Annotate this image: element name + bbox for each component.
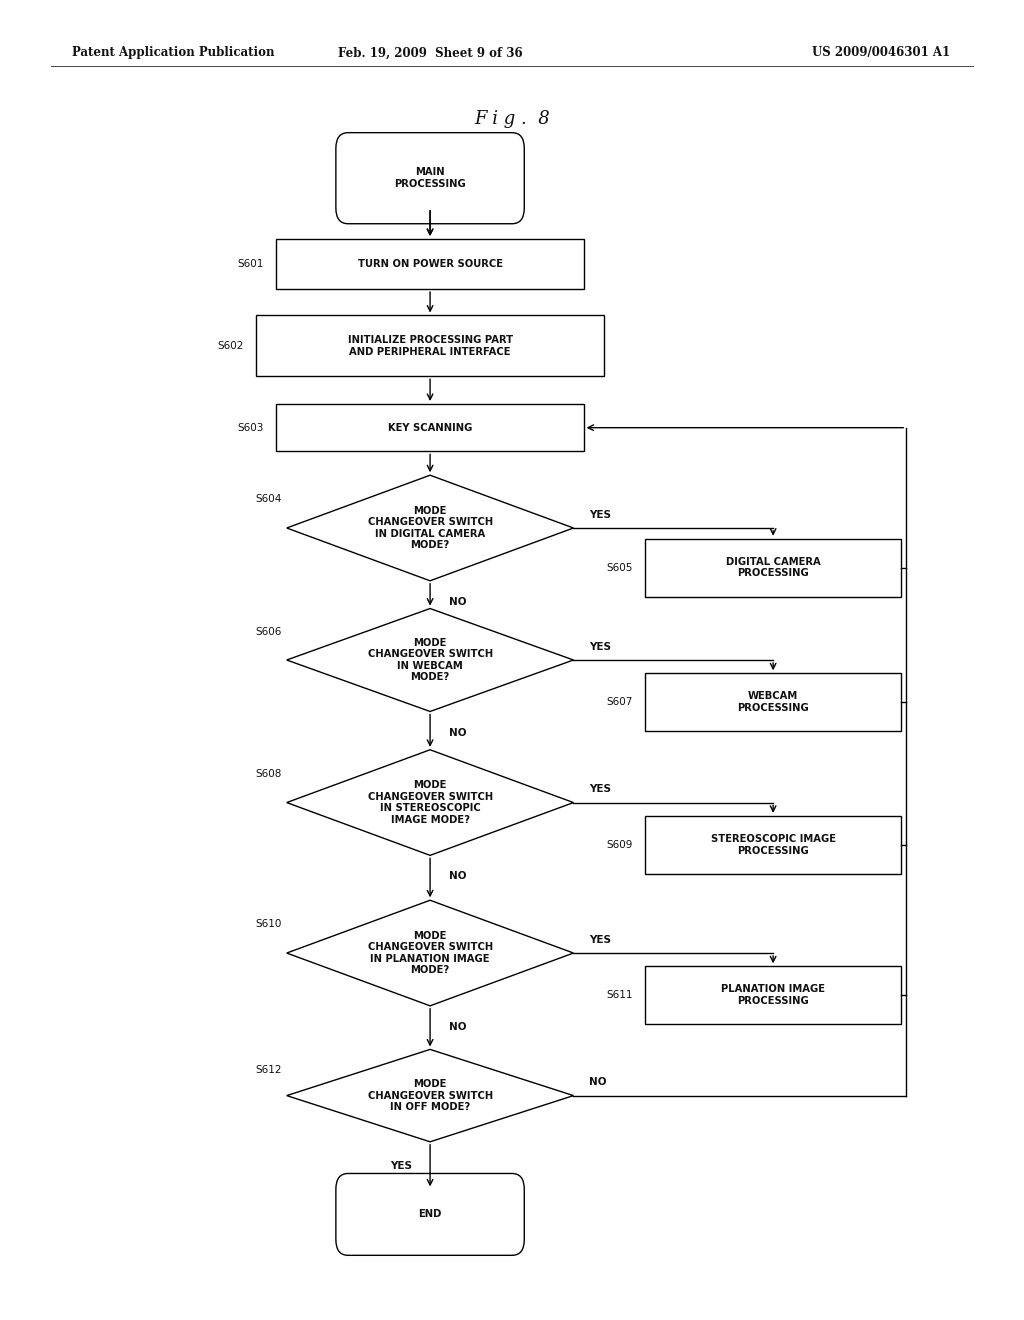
Text: YES: YES [589, 642, 610, 652]
Polygon shape [287, 750, 573, 855]
Polygon shape [287, 475, 573, 581]
Text: NO: NO [589, 1077, 606, 1088]
Text: YES: YES [589, 784, 610, 795]
Text: YES: YES [390, 1160, 412, 1171]
FancyBboxPatch shape [276, 239, 584, 289]
Text: MODE
CHANGEOVER SWITCH
IN PLANATION IMAGE
MODE?: MODE CHANGEOVER SWITCH IN PLANATION IMAG… [368, 931, 493, 975]
Text: S610: S610 [255, 919, 282, 929]
Text: S603: S603 [238, 422, 264, 433]
Text: STEREOSCOPIC IMAGE
PROCESSING: STEREOSCOPIC IMAGE PROCESSING [711, 834, 836, 855]
Text: KEY SCANNING: KEY SCANNING [388, 422, 472, 433]
Text: TURN ON POWER SOURCE: TURN ON POWER SOURCE [357, 259, 503, 269]
Text: MODE
CHANGEOVER SWITCH
IN DIGITAL CAMERA
MODE?: MODE CHANGEOVER SWITCH IN DIGITAL CAMERA… [368, 506, 493, 550]
Text: S608: S608 [255, 768, 282, 779]
FancyBboxPatch shape [336, 133, 524, 223]
Polygon shape [287, 1049, 573, 1142]
Text: S611: S611 [606, 990, 633, 1001]
FancyBboxPatch shape [256, 315, 604, 376]
Text: MODE
CHANGEOVER SWITCH
IN WEBCAM
MODE?: MODE CHANGEOVER SWITCH IN WEBCAM MODE? [368, 638, 493, 682]
FancyBboxPatch shape [645, 673, 901, 731]
FancyBboxPatch shape [645, 816, 901, 874]
Text: S607: S607 [606, 697, 633, 708]
Text: S604: S604 [255, 494, 282, 504]
Text: END: END [419, 1209, 441, 1220]
FancyBboxPatch shape [645, 966, 901, 1024]
Text: S606: S606 [255, 627, 282, 636]
Text: NO: NO [449, 597, 466, 607]
Text: US 2009/0046301 A1: US 2009/0046301 A1 [812, 46, 949, 59]
Text: NO: NO [449, 727, 466, 738]
Text: S609: S609 [606, 840, 633, 850]
Text: Patent Application Publication: Patent Application Publication [72, 46, 274, 59]
Text: MODE
CHANGEOVER SWITCH
IN OFF MODE?: MODE CHANGEOVER SWITCH IN OFF MODE? [368, 1078, 493, 1113]
Text: WEBCAM
PROCESSING: WEBCAM PROCESSING [737, 692, 809, 713]
Text: S602: S602 [217, 341, 244, 351]
Text: Feb. 19, 2009  Sheet 9 of 36: Feb. 19, 2009 Sheet 9 of 36 [338, 46, 522, 59]
Text: S612: S612 [255, 1065, 282, 1076]
FancyBboxPatch shape [336, 1173, 524, 1255]
FancyBboxPatch shape [645, 539, 901, 597]
Text: NO: NO [449, 1022, 466, 1032]
Text: NO: NO [449, 871, 466, 882]
Text: MODE
CHANGEOVER SWITCH
IN STEREOSCOPIC
IMAGE MODE?: MODE CHANGEOVER SWITCH IN STEREOSCOPIC I… [368, 780, 493, 825]
Text: YES: YES [589, 935, 610, 945]
Text: F i g .  8: F i g . 8 [474, 110, 550, 128]
Polygon shape [287, 609, 573, 711]
Text: DIGITAL CAMERA
PROCESSING: DIGITAL CAMERA PROCESSING [726, 557, 820, 578]
Text: S605: S605 [606, 562, 633, 573]
Text: MAIN
PROCESSING: MAIN PROCESSING [394, 168, 466, 189]
Polygon shape [287, 900, 573, 1006]
Text: INITIALIZE PROCESSING PART
AND PERIPHERAL INTERFACE: INITIALIZE PROCESSING PART AND PERIPHERA… [347, 335, 513, 356]
Text: PLANATION IMAGE
PROCESSING: PLANATION IMAGE PROCESSING [721, 985, 825, 1006]
Text: S601: S601 [238, 259, 264, 269]
Text: YES: YES [589, 510, 610, 520]
FancyBboxPatch shape [276, 404, 584, 451]
